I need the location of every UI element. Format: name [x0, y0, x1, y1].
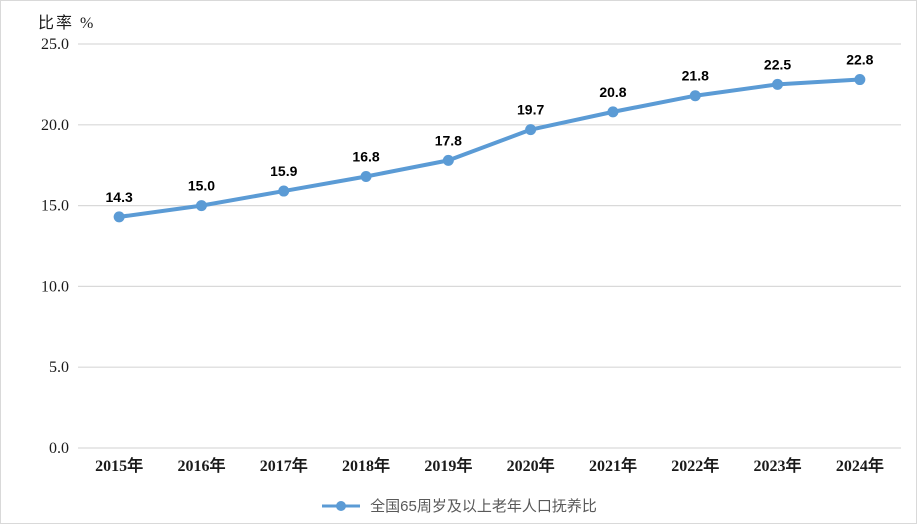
x-tick-label: 2019年 — [424, 456, 472, 475]
x-tick-label: 2024年 — [836, 456, 884, 475]
y-tick-label: 20.0 — [41, 117, 69, 134]
data-point-marker — [360, 171, 372, 183]
series-line — [117, 77, 862, 219]
data-point-marker — [854, 74, 866, 86]
y-tick-label: 10.0 — [41, 278, 69, 295]
legend-dot — [336, 500, 347, 511]
gridlines-group — [78, 43, 901, 449]
y-tick-label: 5.0 — [49, 359, 69, 376]
x-tick-label: 2021年 — [589, 456, 637, 475]
x-tick-label: 2022年 — [671, 456, 719, 475]
x-tick-label: 2016年 — [177, 456, 225, 475]
data-point-marker — [525, 124, 537, 136]
data-point-label: 20.8 — [599, 84, 626, 100]
data-point-marker — [442, 154, 454, 166]
data-point-marker — [278, 185, 290, 197]
data-point-label: 15.0 — [188, 178, 215, 194]
y-tick-label: 25.0 — [41, 36, 69, 53]
x-tick-labels-group: 2015年 2016年 2017年 2018年 2019年 2020年 2021年 2022年… — [95, 456, 884, 475]
y-tick-labels-group: 0.0 5.0 10.0 15.0 20.0 25.0 — [41, 36, 69, 457]
data-point-label: 21.8 — [682, 68, 709, 84]
data-point-marker — [689, 90, 701, 102]
y-tick-label: 0.0 — [49, 440, 69, 457]
data-point-label: 19.7 — [517, 102, 544, 118]
data-point-label: 16.8 — [352, 149, 379, 165]
data-point-label: 22.8 — [846, 52, 873, 68]
legend-label: 全国65周岁及以上老年人口抚养比 — [370, 498, 597, 515]
x-tick-label: 2023年 — [754, 456, 802, 475]
y-tick-label: 15.0 — [41, 198, 69, 215]
data-point-marker — [195, 200, 207, 212]
x-tick-label: 2018年 — [342, 456, 390, 475]
data-point-label: 22.5 — [764, 56, 791, 72]
data-labels-group: 14.3 15.0 15.9 16.8 17.8 19.7 20.8 21.8 22.5 22.8 — [106, 52, 874, 205]
legend-line-marker-icon — [322, 500, 361, 511]
data-point-label: 15.9 — [270, 163, 297, 179]
data-point-label: 14.3 — [106, 189, 133, 205]
data-point-marker — [772, 78, 784, 90]
data-point-label: 17.8 — [435, 132, 462, 148]
data-point-marker — [607, 106, 619, 118]
series-group — [113, 74, 866, 223]
data-point-marker — [113, 211, 125, 223]
y-axis-title: 比率 % — [38, 15, 96, 32]
x-tick-label: 2017年 — [260, 456, 308, 475]
legend: 全国65周岁及以上老年人口抚养比 — [1, 495, 916, 516]
x-tick-label: 2015年 — [95, 456, 143, 475]
x-tick-label: 2020年 — [507, 456, 555, 475]
